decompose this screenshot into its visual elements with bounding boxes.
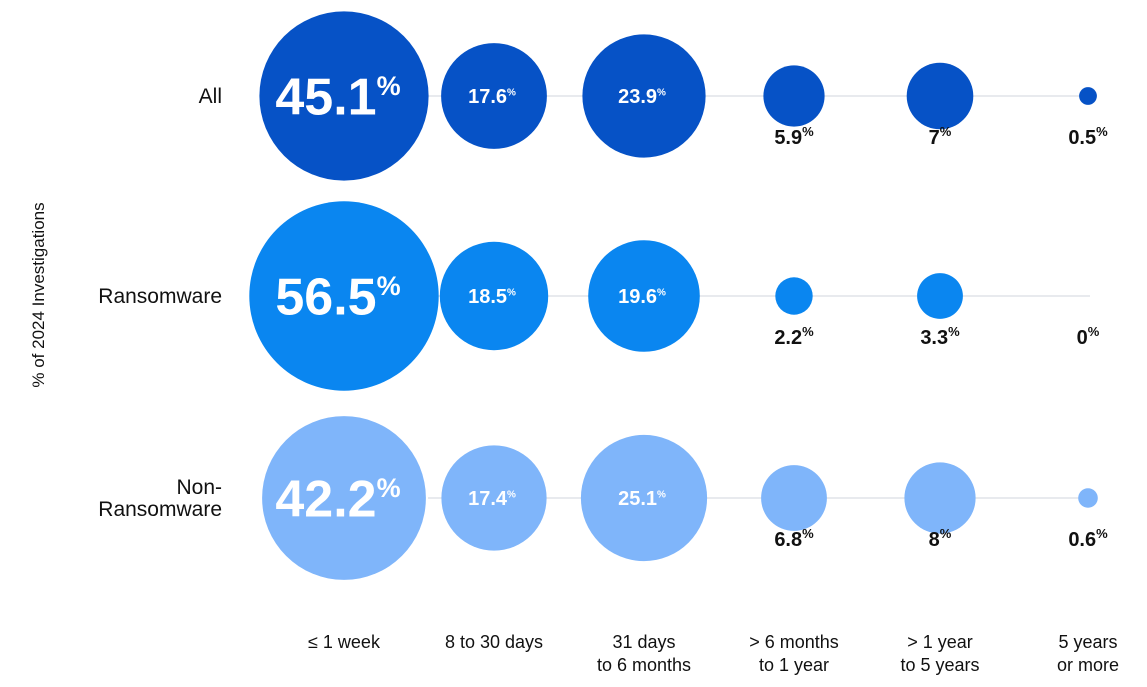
bubble <box>904 462 976 534</box>
value-label: 17.4% <box>468 488 516 510</box>
value-label: 5.9% <box>774 124 814 149</box>
value-label: 6.8% <box>774 526 814 551</box>
bubble <box>249 201 439 391</box>
bubble <box>588 240 700 352</box>
bubble <box>580 434 708 562</box>
bubble <box>1079 87 1097 105</box>
category-label: > 6 months to 1 year <box>749 632 839 675</box>
value-label: 3.3% <box>920 324 960 349</box>
value-label: 0.6% <box>1068 526 1108 551</box>
row-label: Non-Ransomware <box>98 476 222 521</box>
row-label: Ransomware <box>98 285 222 308</box>
category-label: > 1 year to 5 years <box>900 632 979 675</box>
category-label: 5 years or more <box>1057 632 1119 675</box>
value-label: 0.5% <box>1068 124 1108 149</box>
series-row-ransomware: Ransomware 56.5% 18.5% 19.6%2.2% 3.3% 0% <box>98 201 1100 391</box>
bubble <box>262 416 426 580</box>
bubble <box>763 65 825 127</box>
category-label: ≤ 1 week <box>308 632 381 652</box>
value-label: 0% <box>1077 324 1100 349</box>
value-label: 8% <box>929 526 952 551</box>
value-label: 25.1% <box>618 488 666 510</box>
y-axis-label: % of 2024 Investigations <box>29 202 48 387</box>
category-label: 8 to 30 days <box>445 632 543 652</box>
series-row-all: All 45.1% 17.6% 23.9%5.9% 7% 0.5% <box>199 11 1108 181</box>
value-label: 19.6% <box>618 286 666 308</box>
value-label: 7% <box>929 124 952 149</box>
bubble <box>775 277 813 315</box>
bubble <box>906 62 974 130</box>
bubble <box>441 43 547 149</box>
value-label: 2.2% <box>774 324 814 349</box>
value-label: 23.9% <box>618 86 666 108</box>
bubble <box>441 445 547 551</box>
series-row-non-ransomware: Non-Ransomware 42.2% 17.4% 25.1%6.8% 8% 0.6% <box>98 416 1108 580</box>
bubble <box>439 241 549 351</box>
bubble <box>761 465 827 531</box>
bubble <box>1078 488 1098 508</box>
row-label: All <box>199 85 222 108</box>
category-label: 31 days to 6 months <box>597 632 691 675</box>
value-label: 18.5% <box>468 286 516 308</box>
value-label: 17.6% <box>468 86 516 108</box>
bubble <box>917 273 963 319</box>
bubble <box>259 11 429 181</box>
bubble <box>582 34 706 158</box>
